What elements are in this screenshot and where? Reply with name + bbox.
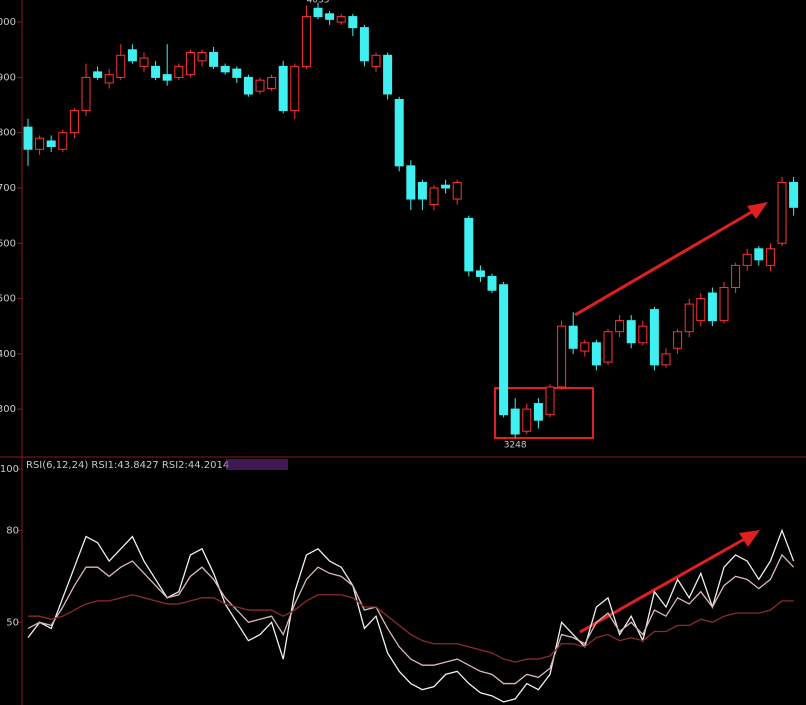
y-tick-label: 3600 <box>0 238 16 249</box>
candle-body <box>406 165 416 200</box>
y-tick-label: 3900 <box>0 72 16 83</box>
candle-body <box>429 187 439 206</box>
candle-body <box>359 27 369 62</box>
candle-body <box>313 7 323 18</box>
candle-body <box>731 264 741 288</box>
candle-body <box>104 74 114 84</box>
candle-body <box>765 248 775 266</box>
candle-body <box>174 65 184 78</box>
candle-body <box>557 325 567 388</box>
candle-body <box>719 286 729 322</box>
candle-body <box>243 76 253 95</box>
candle-body <box>46 140 56 148</box>
y-tick-label: 3500 <box>0 294 16 305</box>
candle-body <box>673 331 683 349</box>
candle-body <box>696 298 706 322</box>
trend-arrow <box>579 530 760 634</box>
candle-body <box>23 126 33 150</box>
candle-body <box>267 76 277 89</box>
candle-body <box>580 342 590 352</box>
candle-body <box>591 342 601 366</box>
y-tick-label: 4000 <box>0 17 16 28</box>
candle-body <box>185 52 195 76</box>
candle-body <box>638 325 648 344</box>
candle-body <box>464 217 474 272</box>
rsi-line <box>27 553 795 685</box>
low-annotation: 3248 <box>504 440 527 450</box>
blurred-label <box>226 459 288 470</box>
candle-body <box>615 320 625 333</box>
candle-body <box>290 65 300 112</box>
candle-body <box>232 68 242 78</box>
candle-body <box>684 303 694 333</box>
candle-body <box>568 325 578 349</box>
candle-body <box>69 110 79 134</box>
candle-body <box>127 49 137 62</box>
rsi-line <box>27 528 795 703</box>
candle-body <box>383 54 393 95</box>
highlight-box <box>494 387 594 439</box>
y-tick-label: 100 <box>0 464 19 475</box>
y-tick-label: 3300 <box>0 404 16 415</box>
candle-body <box>81 76 91 112</box>
candle-body <box>626 320 636 344</box>
candle-body <box>325 13 335 20</box>
candle-body <box>487 275 497 291</box>
y-tick-label: 3700 <box>0 183 16 194</box>
candle-body <box>417 181 427 200</box>
candle-body <box>452 181 462 200</box>
candle-body <box>777 181 787 244</box>
candle-body <box>93 71 103 78</box>
candle-body <box>545 386 555 416</box>
candle-body <box>35 137 45 150</box>
candle-body <box>789 181 799 208</box>
candle-body <box>754 248 764 261</box>
y-tick-label: 80 <box>6 525 19 536</box>
candle-body <box>533 403 543 421</box>
y-tick-label: 3800 <box>0 128 16 139</box>
candle-body <box>441 184 451 189</box>
rsi-line <box>28 594 794 663</box>
candle-body <box>209 52 219 67</box>
candle-body <box>197 52 207 62</box>
candle-body <box>255 79 265 92</box>
candle-body <box>603 331 613 363</box>
candle-body <box>371 54 381 67</box>
candle-body <box>301 16 311 67</box>
candle-body <box>649 309 659 366</box>
candle-body <box>742 253 752 266</box>
high-annotation: 4035 <box>307 0 330 6</box>
y-tick-label: 50 <box>6 617 19 628</box>
candle-body <box>348 16 358 29</box>
candle-body <box>707 292 717 322</box>
candle-body <box>522 408 532 432</box>
candle-body <box>151 65 161 78</box>
candle-body <box>139 57 149 67</box>
candle-body <box>336 16 346 23</box>
trend-arrow <box>574 202 768 317</box>
candle-body <box>510 408 520 435</box>
candle-body <box>499 284 509 416</box>
candle-body <box>278 65 288 112</box>
candle-body <box>394 99 404 167</box>
candle-body <box>661 353 671 366</box>
y-tick-label: 3400 <box>0 349 16 360</box>
candle-body <box>116 54 126 78</box>
rsi-title: RSI(6,12,24) RSI1:43.8427 RSI2:44.2014 <box>26 460 229 471</box>
candle-body <box>475 270 485 277</box>
candle-body <box>162 74 172 81</box>
candle-body <box>58 132 68 150</box>
candle-body <box>220 65 230 73</box>
